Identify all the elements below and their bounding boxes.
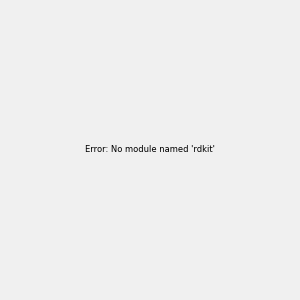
- Text: Error: No module named 'rdkit': Error: No module named 'rdkit': [85, 146, 215, 154]
